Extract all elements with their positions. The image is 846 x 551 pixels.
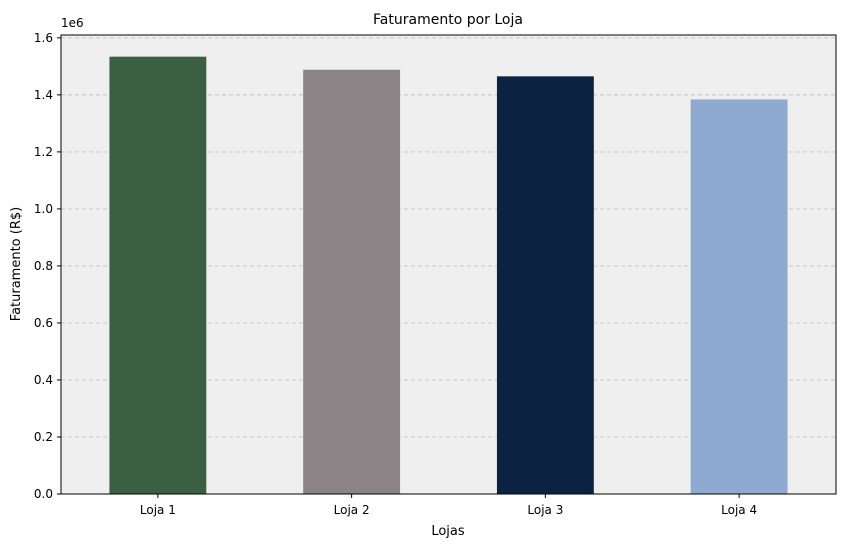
y-tick-label: 0.8 [34,259,53,273]
y-axis: 0.0 0.2 0.4 0.6 0.8 1.0 1.2 1.4 1.6 [34,31,61,501]
x-tick-label: Loja 1 [140,503,176,517]
bar [690,99,788,494]
y-tick-label: 0.4 [34,373,53,387]
y-tick-label: 1.2 [34,145,53,159]
bar [109,56,207,494]
y-tick-label: 0.0 [34,487,53,501]
x-tick-label: Loja 3 [527,503,563,517]
y-tick-label: 0.6 [34,316,53,330]
x-axis: Loja 1 Loja 2 Loja 3 Loja 4 [140,494,757,517]
x-tick-label: Loja 4 [721,503,757,517]
y-tick-label: 1.0 [34,202,53,216]
y-tick-label: 0.2 [34,430,53,444]
x-axis-label: Lojas [431,524,465,539]
x-tick-label: Loja 2 [334,503,370,517]
y-tick-label: 1.4 [34,88,53,102]
chart-title: Faturamento por Loja [373,12,523,28]
y-axis-label: Faturamento (R$) [9,207,24,321]
bars [109,56,788,495]
bar [496,76,594,495]
bar [303,69,401,494]
y-tick-label: 1.6 [34,31,53,45]
plot-frame [60,34,837,495]
y-offset-label: 1e6 [61,16,84,30]
